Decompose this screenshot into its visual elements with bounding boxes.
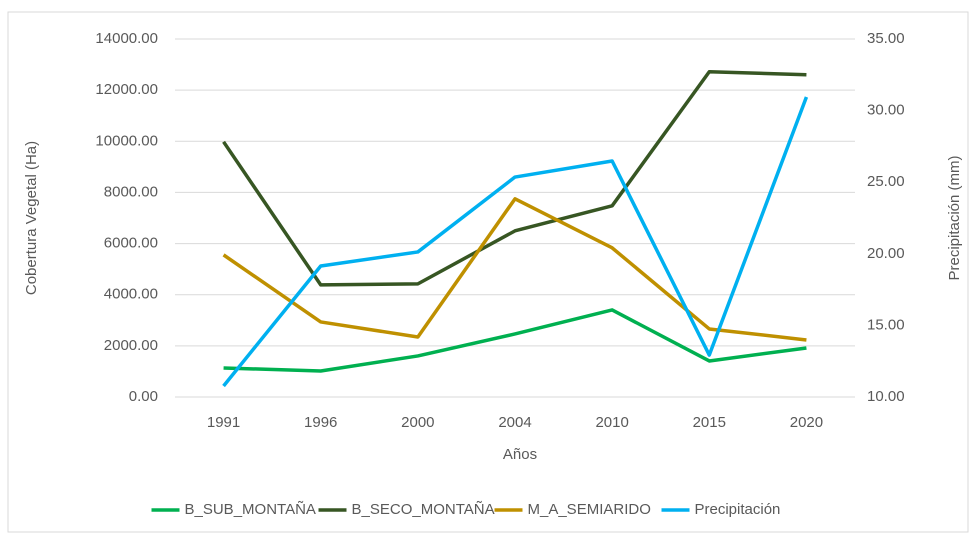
y-tick-label: 12000.00	[95, 81, 158, 98]
y-tick-label: 6000.00	[104, 235, 158, 252]
x-tick-label: 2000	[401, 414, 434, 431]
x-axis-label: Años	[503, 446, 537, 463]
chart-border	[7, 11, 969, 533]
y-tick-label: 2000.00	[104, 337, 158, 354]
y-tick-label: 10000.00	[95, 132, 158, 149]
x-tick-label: 2004	[498, 414, 531, 431]
y-axis-label: Cobertura Vegetal (Ha)	[23, 141, 40, 295]
y-tick-label: 0.00	[129, 388, 158, 405]
series-line	[222, 197, 807, 342]
y2-tick-label: 10.00	[867, 388, 905, 405]
y2-tick-label: 25.00	[867, 173, 905, 190]
x-tick-label: 1996	[304, 414, 337, 431]
legend-label: B_SECO_MONTAÑA	[352, 501, 495, 518]
y-tick-label: 8000.00	[104, 183, 158, 200]
y-tick-label: 14000.00	[95, 30, 158, 47]
series-line	[222, 69, 807, 287]
y2-tick-label: 35.00	[867, 30, 905, 47]
y-tick-label: 4000.00	[104, 286, 158, 303]
y2-tick-label: 20.00	[867, 245, 905, 262]
x-tick-label: 2015	[693, 414, 726, 431]
series-line	[222, 96, 809, 388]
x-tick-label: 1991	[207, 414, 240, 431]
legend-label: Precipitación	[695, 501, 781, 518]
legend-label: B_SUB_MONTAÑA	[185, 501, 316, 518]
legend-label: M_A_SEMIARIDO	[528, 501, 651, 518]
x-tick-label: 2010	[595, 414, 628, 431]
y2-tick-label: 30.00	[867, 102, 905, 119]
x-tick-label: 2020	[790, 414, 823, 431]
series-line	[223, 308, 807, 373]
y2-axis-label: Precipitación (mm)	[946, 155, 963, 280]
y2-tick-label: 15.00	[867, 316, 905, 333]
